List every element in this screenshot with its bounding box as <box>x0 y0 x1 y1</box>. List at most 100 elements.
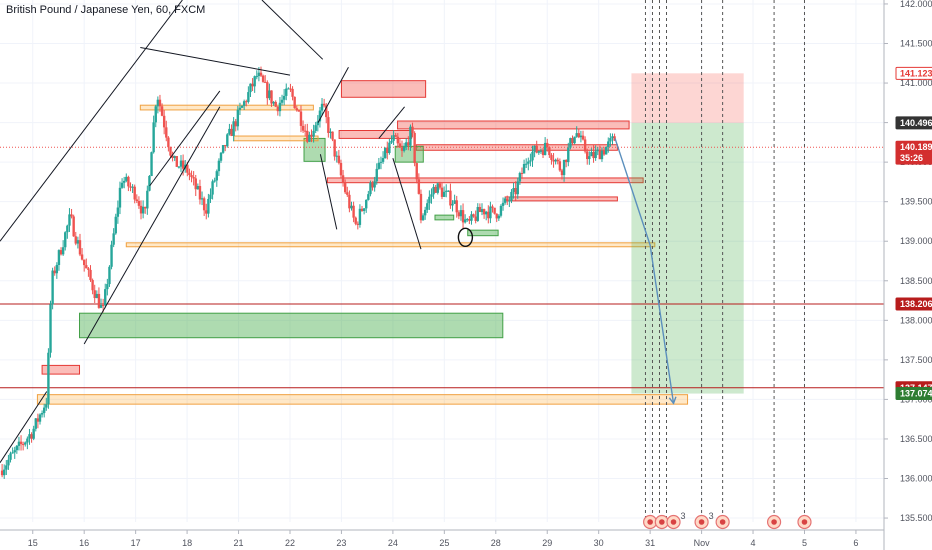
candle-body <box>314 125 317 131</box>
candle-body <box>137 200 141 206</box>
price-tag <box>895 116 932 130</box>
orange-zone <box>36 394 689 405</box>
candle-body <box>226 134 229 147</box>
candle-body <box>419 193 423 221</box>
candle-body <box>7 459 10 466</box>
candle-body <box>53 270 56 274</box>
candle-body <box>571 138 574 144</box>
x-axis-label: 16 <box>79 538 89 548</box>
target_green-zone <box>631 122 744 394</box>
candle-body <box>15 445 19 451</box>
candle-body <box>146 190 149 209</box>
economic-event-icon <box>801 519 808 525</box>
x-axis-label: 24 <box>388 538 398 548</box>
candle-body <box>219 152 223 161</box>
candle-body <box>9 453 12 460</box>
candle-body <box>386 147 389 154</box>
candle-body <box>613 136 616 141</box>
candle-body <box>215 171 218 181</box>
candle-body <box>607 141 610 147</box>
candle-body <box>558 161 562 171</box>
candle-body <box>293 96 296 109</box>
event-count-label: 3 <box>709 511 714 521</box>
candle-body <box>144 206 147 209</box>
y-axis-label: 141.500 <box>900 39 932 49</box>
candle-body <box>552 159 555 162</box>
candle-body <box>165 127 168 138</box>
x-axis-label: 5 <box>802 538 807 548</box>
y-axis-label: 138.000 <box>900 315 932 325</box>
price-tag-label: 140.496 <box>900 118 932 128</box>
candle-body <box>74 236 77 244</box>
candle-body <box>59 250 63 255</box>
candle-body <box>80 254 84 260</box>
projection-arrowhead <box>668 396 677 405</box>
price-tag-label: 35:26 <box>900 153 923 163</box>
candle-body <box>76 240 80 244</box>
candle-body <box>89 269 92 281</box>
trend-line <box>317 66 349 123</box>
price-tag-label: 141.123 <box>900 68 932 78</box>
candle-body <box>276 106 280 112</box>
y-axis-label: 135.500 <box>900 513 932 523</box>
y-axis-label: 136.500 <box>900 434 932 444</box>
red-zone <box>41 364 81 375</box>
candle-body <box>127 176 130 187</box>
candle-body <box>228 128 231 135</box>
candle-body <box>196 186 200 190</box>
candle-body <box>114 216 117 234</box>
candle-body <box>537 151 541 153</box>
candle-body <box>348 194 351 209</box>
candle-body <box>70 214 73 217</box>
candle-body <box>329 131 332 133</box>
candle-body <box>268 90 271 99</box>
candle-body <box>512 188 515 192</box>
candle-body <box>459 210 463 217</box>
candle-body <box>95 293 99 299</box>
candle-body <box>19 441 23 445</box>
candle-body <box>421 215 425 221</box>
candle-body <box>213 180 216 182</box>
candle-body <box>202 198 206 211</box>
candle-body <box>232 121 235 136</box>
candle-body <box>122 180 126 183</box>
candle-body <box>93 290 96 299</box>
candle-body <box>539 150 543 152</box>
event-count-label: 3 <box>681 511 686 521</box>
candle-body <box>392 135 395 141</box>
candle-body <box>352 205 355 218</box>
candle-body <box>590 151 593 157</box>
candle-body <box>257 72 261 77</box>
candle-body <box>560 170 564 176</box>
y-axis-label: 139.500 <box>900 197 932 207</box>
candle-body <box>72 216 75 237</box>
candle-body <box>394 135 397 137</box>
candle-body <box>470 214 473 221</box>
green-zone <box>434 214 455 221</box>
candle-body <box>476 207 479 221</box>
candle-body <box>162 115 166 128</box>
y-axis-label: 142.000 <box>900 0 932 9</box>
economic-event-icon <box>670 519 677 525</box>
candle-body <box>478 207 482 213</box>
candle-body <box>508 200 511 202</box>
candle-body <box>346 192 349 195</box>
candle-body <box>186 164 189 173</box>
candle-body <box>381 158 385 162</box>
price-tag <box>895 387 932 401</box>
candle-body <box>49 304 52 353</box>
candle-body <box>194 178 197 190</box>
chart-title: British Pound / Japanese Yen, 60, FXCM <box>6 4 206 16</box>
candle-body <box>217 160 221 172</box>
candle-body <box>567 147 570 163</box>
candle-body <box>520 172 524 174</box>
candle-body <box>282 95 286 100</box>
candle-body <box>30 434 33 439</box>
trend-line <box>261 0 324 60</box>
candle-body <box>516 181 519 195</box>
projection-path <box>614 138 675 404</box>
y-axis-label: 141.000 <box>900 78 932 88</box>
candle-body <box>341 175 345 183</box>
